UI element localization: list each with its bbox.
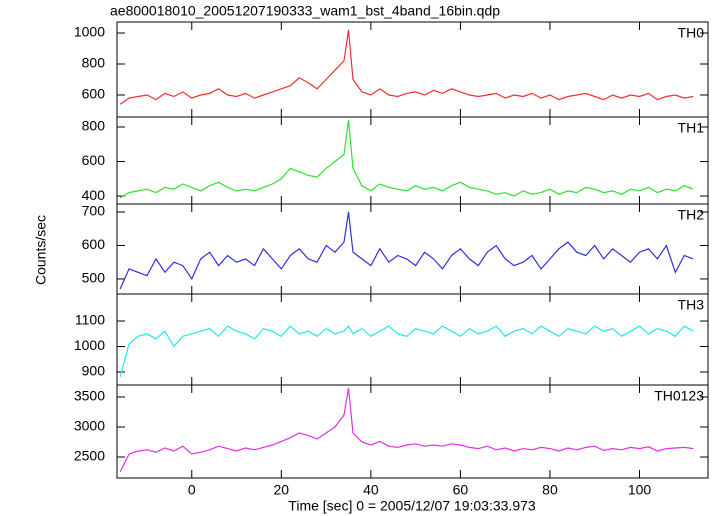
panel-frame [116, 116, 709, 205]
x-tick-label: 20 [274, 482, 290, 498]
y-tick-label: 600 [82, 236, 106, 252]
chart-title: ae800018010_20051207190333_wam1_bst_4ban… [110, 3, 500, 19]
panel-frame [116, 21, 709, 118]
x-tick-label: 0 [188, 482, 196, 498]
y-tick-label: 400 [82, 187, 106, 203]
panel-frame [116, 384, 709, 479]
y-tick-label: 1000 [74, 24, 105, 40]
y-tick-label: 500 [82, 270, 106, 286]
panel-label: TH1 [678, 120, 705, 136]
panel-label: TH0123 [654, 388, 704, 404]
series-line [119, 387, 694, 473]
x-tick-label: 80 [542, 482, 558, 498]
y-tick-label: 3000 [74, 418, 105, 434]
y-tick-label: 600 [82, 86, 106, 102]
series-line [119, 325, 694, 378]
y-tick-label: 900 [82, 363, 106, 379]
series-line [119, 211, 694, 290]
y-tick-label: 600 [82, 152, 106, 168]
x-tick-label: 100 [628, 482, 652, 498]
y-tick-label: 1100 [75, 312, 105, 328]
panel-frame [116, 203, 709, 295]
y-tick-label: 800 [82, 118, 106, 134]
panel-label: TH2 [678, 207, 705, 223]
x-tick-label: 40 [363, 482, 379, 498]
y-axis-label: Counts/sec [33, 215, 49, 285]
panel-label: TH3 [678, 297, 705, 313]
y-tick-label: 700 [82, 203, 106, 219]
panel-frame [116, 293, 709, 386]
x-tick-label: 60 [453, 482, 469, 498]
panel-label: TH0 [678, 25, 705, 41]
series-line [119, 120, 694, 199]
series-line [119, 29, 694, 105]
y-tick-label: 1000 [74, 337, 105, 353]
y-tick-label: 3500 [74, 388, 105, 404]
y-tick-label: 2500 [74, 448, 105, 464]
x-axis-label: Time [sec] 0 = 2005/12/07 19:03:33.973 [288, 498, 536, 514]
y-tick-label: 800 [82, 55, 106, 71]
